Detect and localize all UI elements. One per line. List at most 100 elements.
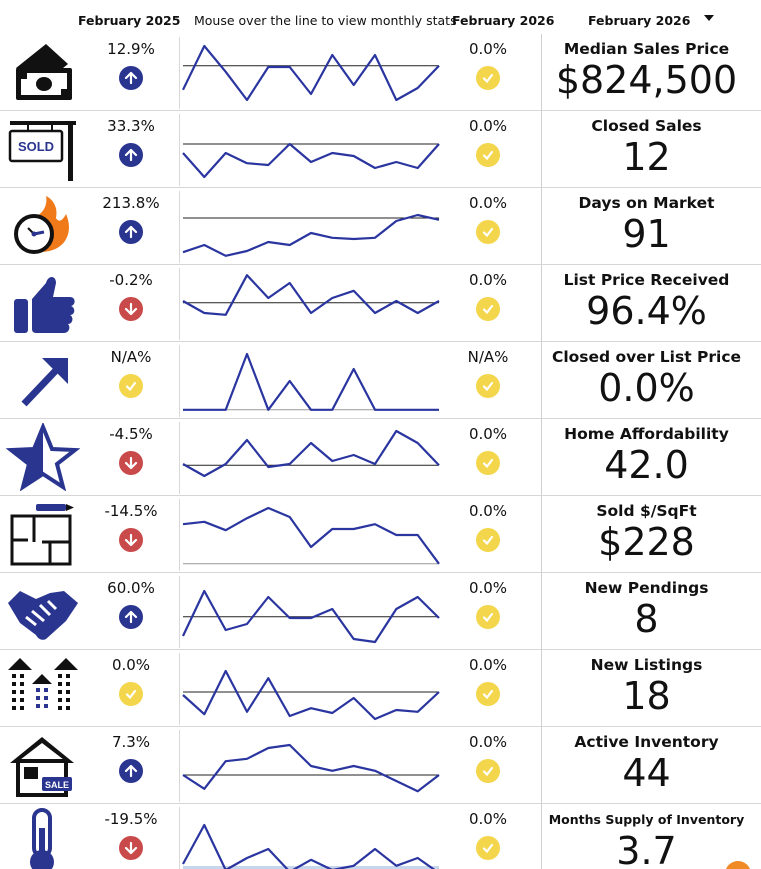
row-divider bbox=[0, 803, 761, 804]
chat-bubble-icon[interactable] bbox=[725, 861, 751, 869]
stat-value: 3.7 bbox=[616, 829, 677, 869]
stat-value: 91 bbox=[622, 212, 671, 256]
check-circle-icon bbox=[476, 605, 500, 629]
stat-row: -19.5% 0.0% Months Supply of Inventory 3.7 bbox=[0, 804, 761, 869]
trend-sparkline[interactable] bbox=[179, 499, 443, 571]
period-select[interactable]: February 2026 bbox=[588, 13, 691, 28]
cur-change-percent: 0.0% bbox=[468, 502, 508, 520]
sparkline-series bbox=[182, 669, 440, 721]
arrow-up-right-icon bbox=[6, 346, 80, 414]
prev-change-percent: -0.2% bbox=[109, 271, 153, 289]
stat-title: Days on Market bbox=[578, 194, 715, 212]
row-divider bbox=[0, 418, 761, 419]
cur-change-percent: 0.0% bbox=[468, 579, 508, 597]
stat-card: Active Inventory 44 bbox=[541, 727, 751, 804]
row-divider bbox=[0, 726, 761, 727]
prev-change-percent: 213.8% bbox=[102, 194, 160, 212]
stat-title: Closed over List Price bbox=[551, 348, 742, 366]
prev-change-percent: -14.5% bbox=[104, 502, 158, 520]
prev-change-percent: 0.0% bbox=[111, 656, 151, 674]
row-divider bbox=[0, 110, 761, 111]
prev-change-percent: 33.3% bbox=[107, 117, 155, 135]
clock-fire-icon bbox=[6, 192, 80, 260]
cur-change-percent: 0.0% bbox=[468, 810, 508, 828]
stat-card: Days on Market 91 bbox=[541, 188, 751, 265]
stat-row: 0.0% 0.0% New Listings 18 bbox=[0, 650, 761, 727]
stat-value: $824,500 bbox=[555, 58, 738, 102]
trend-sparkline[interactable] bbox=[179, 191, 443, 263]
stat-value: 8 bbox=[634, 597, 659, 641]
stat-row: -4.5% 0.0% Home Affordability 42.0 bbox=[0, 419, 761, 496]
buildings-icon bbox=[6, 654, 80, 722]
row-divider bbox=[0, 187, 761, 188]
svg-text:SALE: SALE bbox=[45, 780, 69, 790]
cur-change-percent: 0.0% bbox=[468, 271, 508, 289]
sparkline-series bbox=[182, 823, 436, 869]
stat-card: Closed Sales 12 bbox=[541, 111, 751, 188]
trend-sparkline[interactable] bbox=[179, 37, 443, 109]
trend-down-icon bbox=[119, 836, 143, 860]
prev-change-percent: -19.5% bbox=[104, 810, 158, 828]
stat-card: New Listings 18 bbox=[541, 650, 751, 727]
cur-change-percent: 0.0% bbox=[468, 194, 508, 212]
check-circle-icon bbox=[476, 220, 500, 244]
stat-title: Active Inventory bbox=[574, 733, 719, 751]
stat-row: -0.2% 0.0% List Price Received 96.4% bbox=[0, 265, 761, 342]
stat-value: 12 bbox=[622, 135, 671, 179]
trend-up-icon bbox=[119, 220, 143, 244]
trend-sparkline[interactable] bbox=[179, 730, 443, 802]
chevron-down-icon[interactable] bbox=[704, 15, 714, 21]
cur-change-percent: 0.0% bbox=[468, 656, 508, 674]
stat-card: Sold $/SqFt $228 bbox=[541, 496, 751, 573]
floor-plan-icon bbox=[6, 500, 80, 568]
stat-row: 213.8% 0.0% Days on Market 91 bbox=[0, 188, 761, 265]
thumbs-up-icon bbox=[6, 269, 80, 337]
check-circle-icon bbox=[119, 682, 143, 706]
money-icon bbox=[6, 38, 80, 106]
trend-sparkline[interactable] bbox=[179, 653, 443, 725]
stat-row: N/A% N/A% Closed over List Price 0.0% bbox=[0, 342, 761, 419]
stat-value: 0.0% bbox=[598, 366, 695, 410]
prev-change-percent: N/A% bbox=[110, 348, 152, 366]
hover-hint: Mouse over the line to view monthly stat… bbox=[194, 13, 457, 28]
stat-row: SOLD 33.3% 0.0% Closed Sales 12 bbox=[0, 111, 761, 188]
cur-change-percent: 0.0% bbox=[468, 117, 508, 135]
stat-title: Sold $/SqFt bbox=[596, 502, 697, 520]
stat-value: $228 bbox=[598, 520, 695, 564]
cur-change-percent: 0.0% bbox=[468, 40, 508, 58]
prev-change-percent: 12.9% bbox=[107, 40, 155, 58]
thermometer-icon bbox=[6, 808, 80, 869]
trend-sparkline[interactable] bbox=[179, 345, 443, 417]
stat-title: New Listings bbox=[590, 656, 703, 674]
sparkline-series bbox=[182, 44, 440, 102]
stat-card: Months Supply of Inventory 3.7 bbox=[541, 804, 751, 869]
handshake-icon bbox=[6, 577, 80, 645]
trend-sparkline[interactable] bbox=[179, 576, 443, 648]
stat-title: New Pendings bbox=[584, 579, 709, 597]
row-divider bbox=[0, 649, 761, 650]
stat-title: Closed Sales bbox=[591, 117, 702, 135]
trend-sparkline[interactable] bbox=[179, 268, 443, 340]
trend-down-icon bbox=[119, 528, 143, 552]
trend-sparkline[interactable] bbox=[179, 807, 443, 869]
stat-title: Median Sales Price bbox=[563, 40, 730, 58]
row-divider bbox=[0, 572, 761, 573]
sparkline-series bbox=[182, 213, 440, 257]
check-circle-icon bbox=[476, 759, 500, 783]
trend-sparkline[interactable] bbox=[179, 422, 443, 494]
trend-sparkline[interactable] bbox=[179, 114, 443, 186]
check-circle-icon bbox=[476, 682, 500, 706]
trend-up-icon bbox=[119, 605, 143, 629]
stat-card: New Pendings 8 bbox=[541, 573, 751, 650]
stat-card: List Price Received 96.4% bbox=[541, 265, 751, 342]
trend-down-icon bbox=[119, 451, 143, 475]
check-circle-icon bbox=[476, 451, 500, 475]
trend-up-icon bbox=[119, 759, 143, 783]
cur-change-percent: N/A% bbox=[467, 348, 509, 366]
svg-text:SOLD: SOLD bbox=[18, 139, 54, 154]
sparkline-series bbox=[182, 429, 440, 478]
sparkline-series bbox=[182, 506, 440, 565]
header: February 2025 Mouse over the line to vie… bbox=[0, 0, 761, 34]
check-circle-icon bbox=[476, 374, 500, 398]
stat-value: 42.0 bbox=[604, 443, 689, 487]
